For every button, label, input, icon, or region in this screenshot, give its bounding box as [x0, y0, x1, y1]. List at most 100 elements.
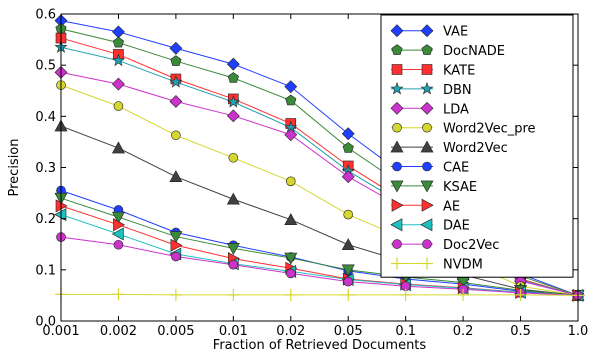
y-tick-label: 0.0	[35, 315, 56, 330]
legend-marker-right	[420, 101, 434, 115]
legend-label: LDA	[443, 102, 469, 117]
x-axis-label: Fraction of Retrieved Documents	[213, 338, 427, 353]
legend-entry-doc2vec: Doc2Vec	[391, 238, 499, 253]
point-ksae-5	[341, 264, 355, 277]
point-docnade-3	[227, 72, 239, 83]
point-nvdm-8	[514, 288, 527, 301]
legend-entry-ae: AE	[391, 198, 460, 214]
point-vae-4	[284, 80, 298, 94]
legend-marker-left	[390, 218, 403, 232]
point-nvdm-5	[342, 288, 355, 301]
point-word2vec-pre-2	[171, 130, 181, 141]
point-lda-5	[341, 170, 355, 184]
legend-marker-left	[390, 82, 404, 95]
legend-entry-word2vec: Word2Vec	[390, 140, 508, 156]
legend-marker-left	[391, 44, 403, 55]
legend-marker-right	[420, 180, 434, 193]
y-tick-label: 0.2	[35, 212, 56, 227]
legend-entry-lda: LDA	[390, 101, 469, 117]
point-doc2vec-5	[343, 276, 354, 287]
point-vae-3	[226, 57, 240, 71]
point-lda-1	[112, 77, 125, 91]
point-docnade-5	[342, 142, 354, 153]
point-dbn-1	[111, 53, 125, 67]
legend-marker-left	[391, 64, 403, 75]
point-vae-2	[169, 41, 183, 55]
x-tick-label: 0.5	[510, 324, 531, 339]
point-ae-2	[170, 238, 183, 252]
legend-marker-left	[390, 140, 404, 153]
point-word2vec-3	[226, 192, 240, 205]
point-nvdm-6	[399, 288, 412, 301]
point-word2vec-2	[169, 170, 183, 183]
legend-marker-right	[420, 218, 433, 232]
x-tick-label: 0.05	[334, 324, 363, 339]
x-tick-label: 1.0	[568, 324, 589, 339]
point-ksae-4	[284, 252, 298, 265]
legend-marker-right	[421, 44, 433, 55]
series-line-word2vec	[60, 125, 579, 296]
legend-entry-nvdm: NVDM	[391, 257, 483, 273]
x-tick-label: 0.2	[453, 324, 474, 339]
series-line-nvdm	[61, 293, 579, 296]
legend-entry-kate: KATE	[391, 64, 475, 79]
legend-entry-ksae: KSAE	[390, 180, 477, 195]
legend-marker-left	[390, 101, 404, 115]
legend-label: Doc2Vec	[443, 238, 499, 253]
legend-marker-right	[420, 82, 434, 95]
point-word2vec-pre-1	[113, 101, 124, 111]
legend-label: DBN	[443, 83, 472, 98]
legend: VAE DocNADE KATE DBN LDA Word2Vec_pre Word2Vec…	[380, 14, 574, 278]
legend-label: DocNADE	[443, 44, 505, 59]
point-doc2vec-1	[113, 239, 124, 250]
legend-entry-dbn: DBN	[390, 82, 472, 98]
point-vae-5	[341, 127, 355, 141]
point-lda-2	[169, 95, 183, 108]
point-lda-3	[226, 109, 240, 123]
legend-marker-left	[391, 257, 403, 270]
legend-marker-left	[390, 180, 404, 193]
legend-entry-word2vec-pre: Word2Vec_pre	[391, 122, 536, 137]
legend-label: Word2Vec_pre	[443, 122, 536, 137]
y-tick-label: 0.1	[35, 263, 56, 278]
point-doc2vec-4	[285, 268, 296, 279]
y-tick-label: 0.6	[35, 8, 56, 23]
point-docnade-1	[112, 36, 125, 48]
x-tick-label: 0.001	[42, 324, 79, 339]
point-docnade-4	[285, 94, 297, 106]
x-tick-label: 0.02	[276, 324, 305, 339]
legend-entry-docnade: DocNADE	[391, 44, 505, 59]
point-doc2vec-3	[228, 259, 239, 270]
point-word2vec-5	[341, 238, 355, 251]
legend-marker-left	[392, 122, 402, 133]
series-nvdm	[55, 288, 584, 302]
point-word2vec-4	[284, 213, 298, 225]
x-tick-label: 0.01	[219, 324, 248, 339]
legend-label: CAE	[443, 161, 469, 176]
point-dbn-3	[226, 95, 240, 108]
y-axis-label: Precision	[7, 138, 22, 196]
legend-marker-right	[421, 64, 433, 75]
point-docnade-2	[170, 55, 182, 66]
point-word2vec-pre-3	[228, 152, 239, 163]
legend-marker-right	[421, 198, 434, 212]
legend-marker-left	[392, 239, 402, 249]
legend-marker-left	[391, 198, 404, 212]
x-tick-label: 0.002	[100, 324, 137, 339]
point-word2vec-1	[111, 141, 125, 154]
point-nvdm-1	[112, 288, 125, 301]
series-line-dae	[60, 214, 579, 296]
axes: 0.001 0.002 0.005 0.01 0.02 0.05 0.1 0.2 0.5 1.0 0…	[7, 8, 588, 354]
legend-marker-left	[390, 24, 404, 38]
point-ksae-2	[169, 231, 183, 244]
y-tick-label: 0.3	[35, 161, 56, 176]
point-nvdm-3	[227, 288, 240, 301]
legend-marker-right	[422, 161, 432, 172]
point-dae-1	[111, 227, 124, 241]
legend-label: KSAE	[443, 180, 477, 195]
legend-entry-cae: CAE	[391, 161, 469, 176]
point-ksae-3	[226, 243, 240, 255]
legend-marker-right	[422, 239, 432, 249]
legend-marker-right	[420, 24, 434, 38]
